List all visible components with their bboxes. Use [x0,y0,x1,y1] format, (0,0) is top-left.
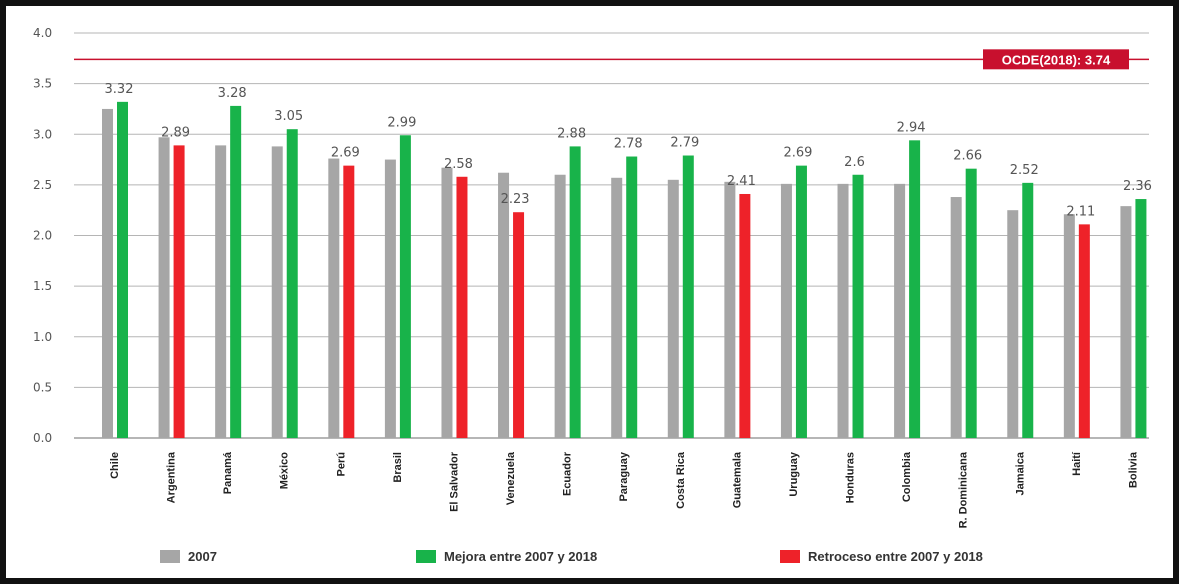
x-tick-label-12: Uruguay [788,451,800,497]
data-label-4: 2.69 [331,146,360,161]
bar-chart: 0.0 0.5 1.0 1.5 2.0 2.5 3.0 3.5 4.0 3.32 Chile 2.89… [33,26,1152,528]
x-tick-label-6: El Salvador [448,451,460,512]
data-label-15: 2.66 [953,149,982,164]
y-tick-label-5: 2.5 [33,178,52,192]
data-label-14: 2.94 [897,120,926,135]
bar-2018-13 [852,174,864,438]
x-tick-label-15: R. Dominicana [958,451,970,528]
legend-item-retroceso: Retroceso entre 2007 y 2018 [780,546,983,566]
x-tick-label-16: Jamaica [1014,451,1026,495]
bar-2007-2 [215,145,227,438]
bar-2018-15 [965,168,977,439]
bar-2018-2 [230,105,242,439]
bar-2018-8 [569,146,581,438]
legend-label-mejora: Mejora entre 2007 y 2018 [444,548,598,564]
y-tick-label-0: 0.0 [33,431,52,445]
bar-2007-0 [102,108,113,438]
x-tick-label-0: Chile [109,452,121,479]
bar-2018-11 [739,193,751,438]
bar-2007-16 [1007,210,1019,438]
bar-2018-18 [1135,199,1147,438]
data-label-10: 2.79 [670,136,699,151]
bar-2018-5 [399,135,411,438]
bar-2007-9 [611,177,623,438]
bar-2007-8 [554,174,566,438]
bar-2018-9 [626,156,638,438]
y-tick-label-2: 1.0 [33,330,52,344]
bar-2018-1 [173,145,185,438]
x-tick-label-8: Ecuador [562,451,574,496]
x-tick-label-2: Panamá [222,451,234,494]
bar-2018-0 [117,101,128,438]
legend-label-retroceso: Retroceso entre 2007 y 2018 [808,548,983,564]
bar-2007-5 [384,159,396,438]
bar-2018-17 [1078,224,1090,438]
legend-item-2007: 2007 [160,546,217,566]
legend-swatch-mejora [416,549,436,563]
x-tick-label-4: Perú [335,452,347,476]
x-tick-label-5: Brasil [392,452,404,483]
bar-2007-11 [724,181,736,438]
data-label-5: 2.99 [387,115,416,130]
x-tick-label-17: Haití [1071,451,1083,476]
bar-2007-14 [894,183,906,438]
legend-label-2007: 2007 [188,548,217,564]
x-tick-label-18: Bolivia [1127,451,1139,488]
ocde-label: OCDE(2018): 3.74 [1002,52,1111,67]
data-label-7: 2.23 [501,192,530,207]
data-label-12: 2.69 [783,146,812,161]
data-label-9: 2.78 [614,137,643,152]
x-tick-label-7: Venezuela [505,451,517,505]
bar-2007-18 [1120,206,1132,438]
y-tick-label-7: 3.5 [33,77,52,91]
bar-2007-1 [158,137,170,438]
x-tick-label-1: Argentina [166,451,178,503]
data-label-0: 3.32 [105,82,134,97]
legend-swatch-2007 [160,549,180,563]
bar-2018-16 [1022,182,1034,438]
bar-2007-4 [328,158,340,439]
y-tick-label-1: 0.5 [33,380,52,394]
x-tick-label-11: Guatemala [731,451,743,508]
data-label-3: 3.05 [274,109,303,124]
y-tick-label-4: 2.0 [33,229,52,243]
data-label-13: 2.6 [844,155,865,170]
data-label-17: 2.11 [1066,204,1095,219]
x-tick-label-14: Colombia [901,451,913,502]
bar-2018-7 [513,212,525,438]
bar-2007-6 [441,167,453,438]
bar-2007-7 [498,172,510,438]
data-label-1: 2.89 [161,125,190,140]
bar-2007-3 [271,146,283,438]
y-tick-label-6: 3.0 [33,127,52,141]
bar-2007-17 [1063,214,1075,438]
x-tick-label-3: México [279,452,291,490]
bar-2018-3 [286,129,298,438]
bar-2018-6 [456,176,468,438]
data-label-11: 2.41 [727,174,756,189]
bar-2007-15 [950,197,962,438]
data-label-6: 2.58 [444,157,473,172]
data-label-16: 2.52 [1010,163,1039,178]
legend-item-mejora: Mejora entre 2007 y 2018 [416,546,597,566]
y-tick-label-8: 4.0 [33,26,52,40]
x-tick-label-10: Costa Rica [675,451,687,509]
bar-2007-13 [837,183,849,438]
x-tick-label-13: Honduras [845,452,857,503]
x-tick-label-9: Paraguay [618,451,630,501]
legend-swatch-retroceso [780,549,800,563]
bar-2018-14 [909,140,921,438]
bar-2018-10 [682,155,694,438]
data-label-8: 2.88 [557,126,586,141]
data-label-18: 2.36 [1123,179,1152,194]
bar-2018-4 [343,165,355,438]
data-label-2: 3.28 [218,86,247,101]
bar-2018-12 [795,165,807,438]
ocde-label-box [983,49,1129,70]
y-tick-label-3: 1.5 [33,279,52,293]
bar-2007-10 [667,179,679,438]
bar-2007-12 [780,183,792,438]
